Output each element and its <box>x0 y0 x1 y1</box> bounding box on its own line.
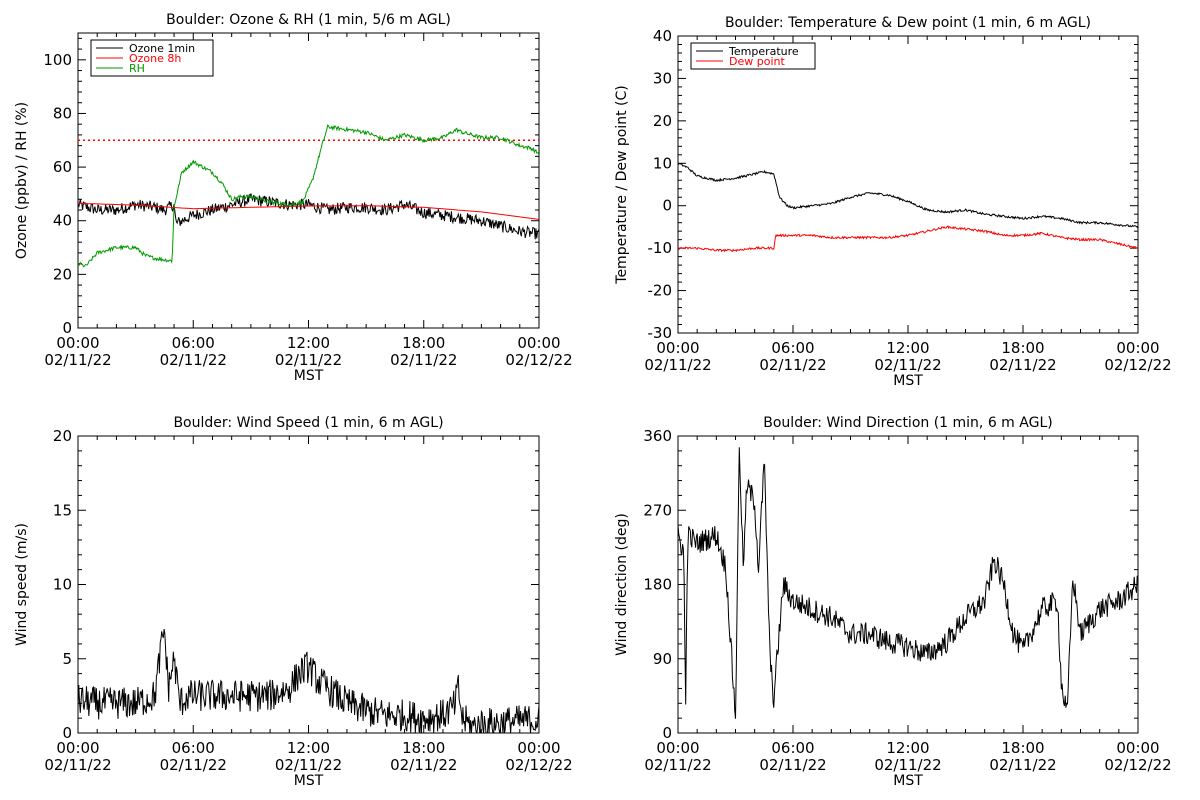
x-tick-date-label: 02/12/22 <box>505 351 572 369</box>
y-tick-label: 270 <box>643 501 672 519</box>
x-tick-label: 00:00 <box>656 339 699 357</box>
x-tick-label: 00:00 <box>1116 339 1159 357</box>
x-tick-date-label: 02/11/22 <box>275 756 342 774</box>
y-axis-label: Ozone (ppbv) / RH (%) <box>14 102 30 259</box>
y-tick-label: 10 <box>653 154 672 172</box>
y-tick-label: 5 <box>62 650 72 668</box>
legend-label: Ozone 1min <box>129 42 195 55</box>
plot-frame <box>77 32 540 329</box>
chart-title: Boulder: Ozone & RH (1 min, 5/6 m AGL) <box>166 12 451 28</box>
series-line-1 <box>678 162 1138 229</box>
x-tick-label: 12:00 <box>886 339 929 357</box>
y-axis-label: Wind speed (m/s) <box>14 523 30 646</box>
y-tick-label: 20 <box>653 112 672 130</box>
x-axis-label: MST <box>893 373 923 389</box>
x-tick-label: 00:00 <box>656 739 699 757</box>
y-tick-label: -10 <box>648 239 673 257</box>
y-tick-label: 40 <box>53 212 72 230</box>
y-tick-label: 90 <box>653 650 672 668</box>
x-tick-label: 12:00 <box>287 739 330 757</box>
y-tick-label: 0 <box>662 197 672 215</box>
chart-panel-2: Boulder: Temperature & Dew point (1 min,… <box>614 15 1172 389</box>
x-tick-date-label: 02/11/22 <box>160 756 227 774</box>
x-axis-label: MST <box>294 368 324 384</box>
legend-label: Ozone 8h <box>129 52 181 65</box>
y-tick-label: 0 <box>662 724 672 742</box>
x-tick-label: 00:00 <box>56 334 99 352</box>
x-tick-label: 06:00 <box>172 334 215 352</box>
x-tick-date-label: 02/11/22 <box>644 756 711 774</box>
x-tick-date-label: 02/11/22 <box>759 356 826 374</box>
x-tick-label: 18:00 <box>1001 739 1044 757</box>
series-line-3 <box>78 124 539 268</box>
x-tick-label: 12:00 <box>886 739 929 757</box>
y-tick-label: 20 <box>53 265 72 283</box>
plot-frame <box>677 35 1139 334</box>
x-tick-label: 06:00 <box>771 339 814 357</box>
x-tick-label: 00:00 <box>517 334 560 352</box>
x-tick-date-label: 02/12/22 <box>1104 756 1171 774</box>
chart-panel-4: Boulder: Wind Direction (1 min, 6 m AGL)… <box>614 415 1172 789</box>
x-tick-label: 06:00 <box>172 739 215 757</box>
y-tick-label: 15 <box>53 501 72 519</box>
y-tick-label: 60 <box>53 158 72 176</box>
x-tick-date-label: 02/11/22 <box>874 756 941 774</box>
x-tick-date-label: 02/11/22 <box>44 756 111 774</box>
x-tick-date-label: 02/11/22 <box>759 756 826 774</box>
y-tick-label: 360 <box>643 427 672 445</box>
chart-title: Boulder: Temperature & Dew point (1 min,… <box>725 15 1091 31</box>
chart-panel-1: Boulder: Ozone & RH (1 min, 5/6 m AGL)02… <box>14 12 573 384</box>
x-tick-label: 18:00 <box>402 334 445 352</box>
legend-label: RH <box>129 62 145 75</box>
x-axis-label: MST <box>893 773 923 789</box>
chart-title: Boulder: Wind Direction (1 min, 6 m AGL) <box>763 415 1052 431</box>
y-tick-label: 40 <box>653 27 672 45</box>
series-line-1 <box>678 447 1138 719</box>
x-axis-label: MST <box>294 773 324 789</box>
y-tick-label: 30 <box>653 69 672 87</box>
x-tick-date-label: 02/11/22 <box>160 351 227 369</box>
y-tick-label: -20 <box>648 282 673 300</box>
y-tick-label: 80 <box>53 104 72 122</box>
x-tick-date-label: 02/11/22 <box>44 351 111 369</box>
x-tick-date-label: 02/11/22 <box>390 351 457 369</box>
x-tick-date-label: 02/11/22 <box>989 756 1056 774</box>
y-axis-label: Wind direction (deg) <box>614 513 630 656</box>
x-tick-date-label: 02/12/22 <box>505 756 572 774</box>
x-tick-label: 00:00 <box>56 739 99 757</box>
series-line-1 <box>78 193 539 240</box>
y-tick-label: 20 <box>53 427 72 445</box>
x-tick-label: 06:00 <box>771 739 814 757</box>
y-tick-label: 0 <box>62 724 72 742</box>
y-tick-label: 180 <box>643 576 672 594</box>
x-tick-label: 00:00 <box>1116 739 1159 757</box>
x-tick-label: 12:00 <box>287 334 330 352</box>
legend-box <box>690 42 816 70</box>
y-tick-label: 10 <box>53 576 72 594</box>
series-line-1 <box>78 629 539 733</box>
x-tick-date-label: 02/11/22 <box>989 356 1056 374</box>
x-tick-label: 18:00 <box>1001 339 1044 357</box>
y-tick-label: -30 <box>648 324 673 342</box>
x-tick-date-label: 02/11/22 <box>390 756 457 774</box>
legend-label: Temperature <box>728 45 799 58</box>
x-tick-date-label: 02/11/22 <box>874 356 941 374</box>
y-tick-label: 100 <box>43 51 72 69</box>
plot-frame <box>77 435 540 734</box>
chart-panel-3: Boulder: Wind Speed (1 min, 6 m AGL) 0 5 10… <box>14 415 573 789</box>
x-tick-label: 18:00 <box>402 739 445 757</box>
plot-frame <box>677 435 1139 734</box>
x-tick-date-label: 02/12/22 <box>1104 356 1171 374</box>
series-line-2 <box>678 225 1138 253</box>
y-tick-label: 0 <box>62 319 72 337</box>
series-line-2 <box>78 202 539 220</box>
legend-label: Dew point <box>729 55 785 68</box>
y-axis-label: Temperature / Dew point (C) <box>614 85 630 284</box>
x-tick-date-label: 02/11/22 <box>275 351 342 369</box>
chart-title: Boulder: Wind Speed (1 min, 6 m AGL) <box>173 415 443 431</box>
x-tick-date-label: 02/11/22 <box>644 356 711 374</box>
x-tick-label: 00:00 <box>517 739 560 757</box>
